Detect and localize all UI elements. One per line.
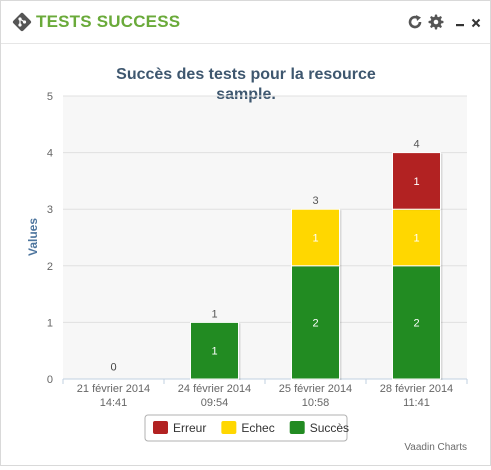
bar-segment-succs: [291, 265, 340, 380]
legend-swatch: [221, 421, 237, 434]
y-tick-label: 3: [47, 204, 53, 216]
stack-total-label: 1: [211, 308, 217, 320]
minimize-icon[interactable]: [452, 13, 470, 31]
bar-segment-echec: [291, 208, 340, 267]
y-axis-label: Values: [26, 218, 40, 256]
data-label: 1: [413, 233, 419, 245]
refresh-icon[interactable]: [406, 13, 424, 31]
y-tick-label: 4: [47, 148, 53, 160]
data-label: 2: [312, 317, 318, 329]
x-tick-label: 28 février 2014: [380, 383, 453, 395]
credits-label: Vaadin Charts: [404, 442, 467, 453]
x-tick-labels: 21 février 2014 14:41 24 février 2014 09:54…: [62, 379, 468, 409]
stack-total-label: 3: [312, 195, 318, 207]
git-diamond-icon: [12, 12, 32, 32]
chart-title-line-2: sample.: [216, 86, 276, 103]
gear-icon[interactable]: [427, 13, 445, 31]
y-tick-label: 1: [47, 317, 53, 329]
bar-segment-succs: [392, 265, 441, 380]
bars: [190, 152, 443, 380]
chart-area: Succès des tests pour la resource sample…: [1, 44, 490, 465]
x-tick-label: 24 février 2014: [178, 383, 251, 395]
bar-segment-echec: [392, 208, 441, 267]
data-label: 1: [312, 233, 318, 245]
legend-swatch: [153, 421, 168, 434]
data-label: 1: [413, 176, 419, 188]
x-tick-label: 25 février 2014: [279, 383, 352, 395]
data-label: 0: [110, 360, 116, 372]
panel-title: TESTS SUCCESS: [36, 12, 181, 31]
y-tick-label: 2: [47, 261, 53, 273]
close-icon[interactable]: [468, 13, 486, 31]
legend-swatch: [289, 421, 305, 434]
legend-label: Succès: [310, 421, 349, 435]
legend-label: Erreur: [173, 421, 206, 435]
legend-label: Echec: [241, 421, 274, 435]
y-tick-label: 5: [47, 91, 53, 103]
x-tick-label: 10:58: [302, 397, 330, 409]
bar-segment-erreur: [392, 152, 441, 210]
stack-total-label: 4: [413, 139, 419, 151]
y-tick-label: 0: [47, 374, 53, 386]
x-tick-label: 11:41: [403, 397, 430, 409]
panel-header: TESTS SUCCESS: [1, 1, 490, 44]
x-tick-label: 21 février 2014: [77, 383, 150, 395]
bar-segment-succs: [190, 321, 239, 380]
data-label: 1: [211, 346, 217, 358]
y-tick-labels: 0 1 2 3 4 5: [47, 91, 53, 386]
stacked-bar-chart: Succès des tests pour la resource sample…: [26, 66, 468, 453]
chart-title-line-1: Succès des tests pour la resource: [116, 66, 376, 83]
x-tick-label: 09:54: [201, 397, 229, 409]
data-label: 2: [413, 317, 419, 329]
legend: Erreur Echec Succès: [153, 421, 349, 435]
x-tick-label: 14:41: [100, 397, 128, 409]
data-labels: 0 1 1 2 1 3 2 1 1 4: [110, 139, 419, 372]
